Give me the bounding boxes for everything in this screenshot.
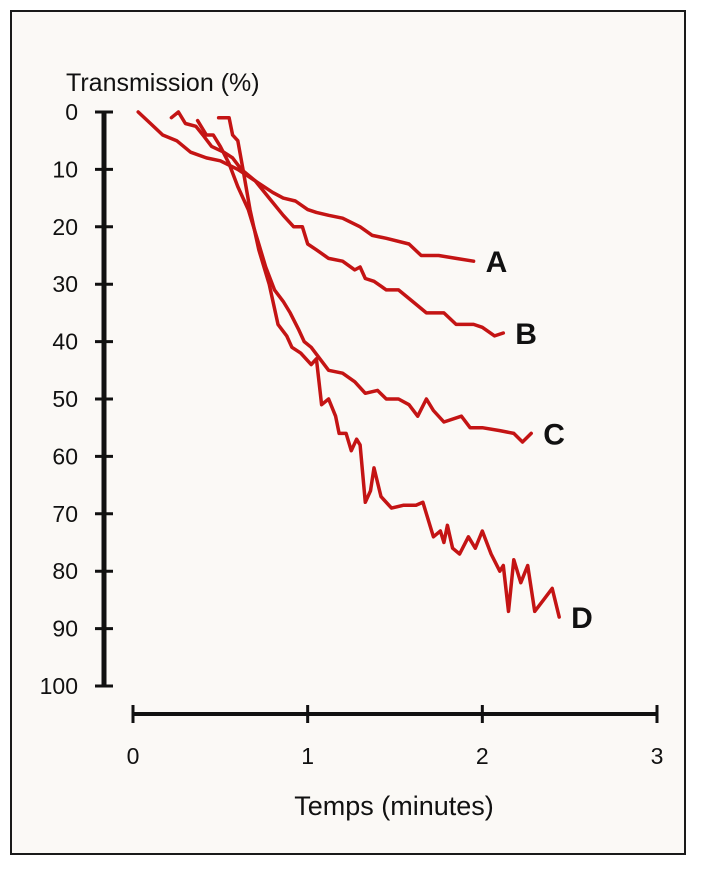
series-line-b <box>169 110 506 338</box>
x-tick-label: 2 <box>476 743 489 769</box>
y-tick-label: 90 <box>52 616 78 642</box>
series-line-c <box>195 118 533 444</box>
y-tick-label: 20 <box>52 214 78 240</box>
y-tick-label: 60 <box>52 443 78 469</box>
x-tick-label: 0 <box>127 743 140 769</box>
y-tick-label: 50 <box>52 386 78 412</box>
x-axis-label: Temps (minutes) <box>294 791 494 821</box>
x-tick-label: 1 <box>301 743 314 769</box>
x-tick-label: 3 <box>651 743 664 769</box>
series-label-d: D <box>571 602 593 635</box>
series-label-a: A <box>486 246 508 279</box>
series-label-b: B <box>515 318 537 351</box>
y-tick-label: 0 <box>65 99 78 125</box>
series-label-c: C <box>543 418 565 451</box>
series-line-a <box>136 110 476 263</box>
y-tick-label: 80 <box>52 558 78 584</box>
y-tick-label: 70 <box>52 501 78 527</box>
y-tick-label: 100 <box>40 673 78 699</box>
y-axis-label: Transmission (%) <box>66 69 260 97</box>
y-tick-label: 40 <box>52 329 78 355</box>
y-tick-label: 30 <box>52 271 78 297</box>
y-tick-label: 10 <box>52 156 78 182</box>
series-line-d <box>216 115 561 619</box>
